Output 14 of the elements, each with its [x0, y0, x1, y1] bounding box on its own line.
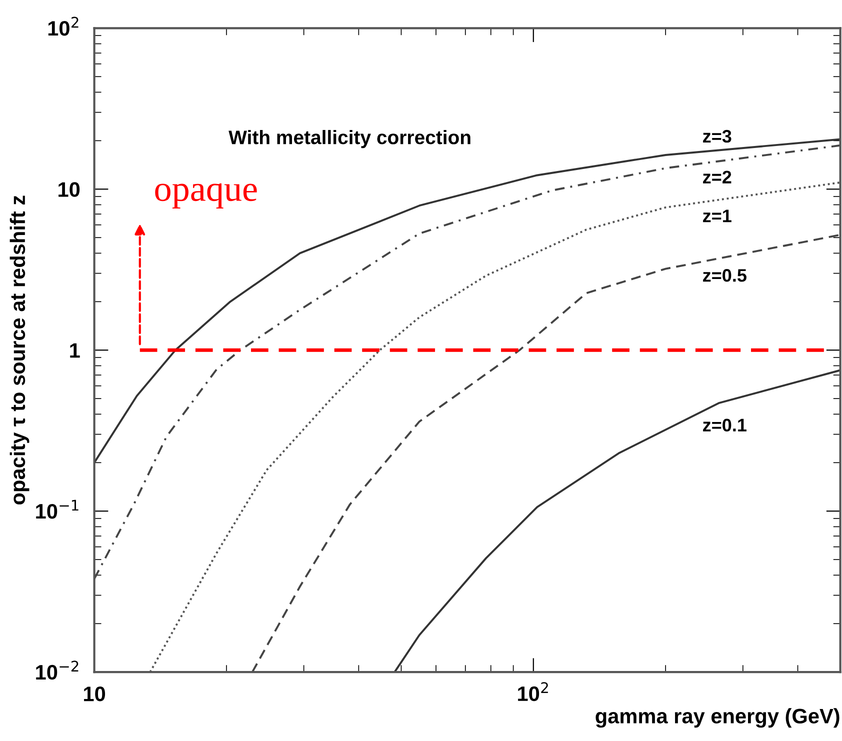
series-label: z=1: [703, 210, 732, 222]
series-label: z=3: [703, 130, 732, 143]
y-axis-title: opacity τ to source at redshift z: [10, 196, 30, 504]
y-tick-label: 10$^{−1}$: [36, 500, 78, 519]
series-label: z=2: [703, 170, 732, 184]
series-label: z=0.5: [703, 269, 746, 282]
y-tick-label: 10$^{−2}$: [36, 660, 78, 680]
y-tick-label: 1: [70, 343, 80, 358]
x-axis-title: gamma ray energy (GeV): [596, 708, 840, 728]
y-tick-label: 10$^{2}$: [48, 16, 78, 36]
annotation: With metallicity correction: [228, 130, 470, 148]
y-tick-label: 10: [58, 182, 80, 197]
series-label: z=0.1: [703, 418, 746, 432]
annotation: opaque: [155, 183, 257, 208]
